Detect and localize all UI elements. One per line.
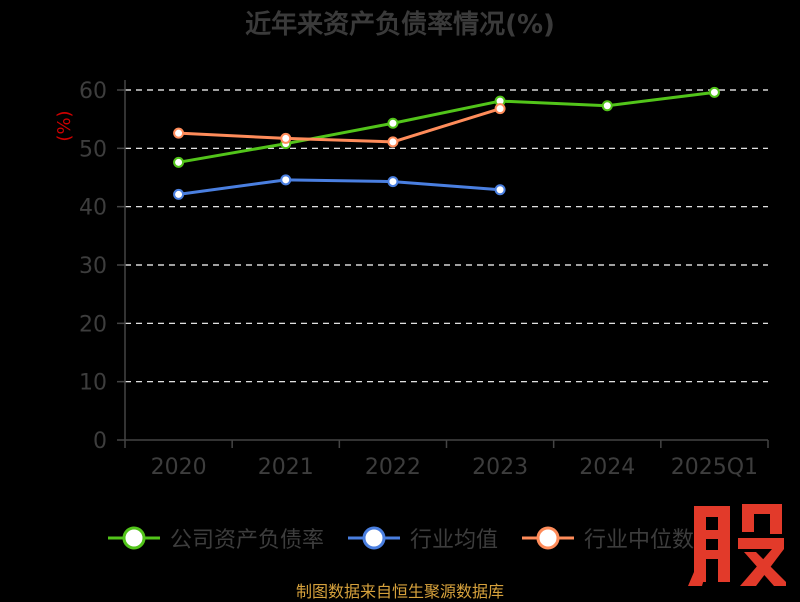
x-tick-label: 2022: [365, 455, 421, 480]
legend-marker-company: [107, 526, 160, 550]
data-point: [280, 132, 292, 144]
x-tick-label: 2025Q1: [671, 455, 758, 480]
y-tick-label: 40: [79, 196, 107, 221]
grid-layer: [125, 89, 768, 383]
series-0: [173, 86, 720, 168]
data-point: [173, 127, 185, 139]
axis-layer: 0 10 20 30 40 50 60 2020 2021 2022 2023 2024 2025Q1: [79, 79, 769, 480]
legend-label-industry-avg: 行业均值: [409, 528, 498, 553]
series-line: [178, 178, 501, 196]
data-source-note: 制图数据来自恒生聚源数据库: [295, 582, 504, 601]
data-point: [387, 176, 399, 188]
series-line: [178, 90, 715, 164]
data-point: [494, 184, 506, 196]
x-tick-label: 2020: [151, 455, 207, 480]
series-1: [173, 174, 506, 200]
x-tick-label: 2021: [258, 455, 314, 480]
x-tick-label: 2023: [472, 455, 528, 480]
legend-marker-industry-avg: [347, 526, 400, 550]
legend-label-company: 公司资产负债率: [169, 528, 324, 553]
data-point: [387, 136, 399, 148]
y-axis-label: (%): [54, 110, 75, 141]
legend-marker-industry-median: [522, 526, 574, 550]
x-tick-label: 2024: [579, 455, 635, 480]
series-layer: [173, 86, 720, 200]
series-2: [173, 103, 506, 148]
legend-item-company[interactable]: 公司资产负债率: [106, 522, 324, 554]
y-tick-label: 10: [79, 371, 107, 396]
y-tick-label: 30: [79, 254, 107, 279]
data-point: [601, 100, 613, 112]
data-point: [173, 188, 185, 200]
y-tick-label: 20: [79, 312, 107, 337]
legend: 公司资产负债率 行业均值 行业中位数: [0, 518, 800, 558]
y-tick-label: 0: [93, 429, 107, 454]
chart-title: 近年来资产负债率情况(%): [245, 10, 555, 40]
y-tick-label: 60: [79, 79, 107, 104]
data-point: [708, 86, 720, 98]
watermark-logo: [688, 504, 786, 586]
legend-label-industry-median: 行业中位数: [584, 528, 695, 553]
legend-item-industry-avg[interactable]: 行业均值: [346, 522, 498, 554]
data-point: [387, 117, 399, 129]
legend-item-industry-median[interactable]: 行业中位数: [520, 522, 694, 554]
series-line: [178, 107, 501, 144]
data-point: [173, 156, 185, 168]
y-tick-label: 50: [79, 137, 107, 162]
data-point: [280, 174, 292, 186]
data-point: [494, 103, 506, 115]
